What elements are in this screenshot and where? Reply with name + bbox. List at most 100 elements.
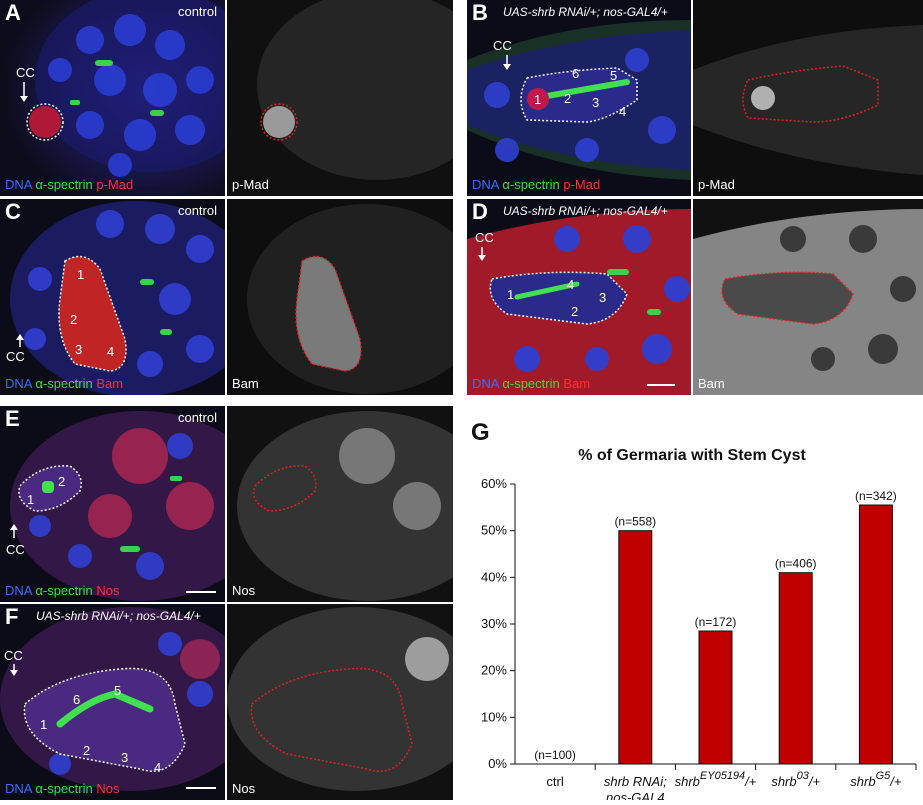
panel-e-gray: Nos (227, 406, 453, 602)
bar (698, 630, 733, 765)
panel-c-gray: Bam (227, 199, 453, 395)
cell-number: 3 (599, 290, 606, 305)
cell-number: 2 (58, 474, 65, 489)
channel-legend: DNA α-spectrin p-Mad (472, 177, 600, 192)
cell-number: 2 (83, 743, 90, 758)
cell-number: 4 (154, 760, 161, 775)
panel-b-color: 1 2 3 4 5 6 CC B UAS-shrb RNAi/+; nos-GA… (467, 0, 691, 196)
panel-c-color: 1 2 3 4 CC C control DNA α-spectrin Bam (0, 199, 225, 395)
condition-label: control (177, 410, 217, 425)
n-label: (n=406) (775, 557, 817, 571)
panel-c-color-image: 1 2 3 4 CC (0, 199, 225, 395)
gray-channel-label: p-Mad (232, 177, 269, 192)
y-tick-label: 60% (481, 476, 507, 491)
gray-channel-label: Bam (232, 376, 259, 391)
marker-label: Nos (96, 583, 120, 598)
cell-number: 3 (592, 95, 599, 110)
dna-label: DNA (5, 583, 32, 598)
y-tick-label: 20% (481, 663, 507, 678)
condition-label: control (177, 4, 217, 19)
cell-number: 4 (107, 344, 114, 359)
panel-b-gray-image (693, 0, 923, 196)
n-label: (n=172) (695, 615, 737, 629)
category-label-line2: nos-GAL4 (606, 790, 665, 800)
cell-number: 1 (40, 717, 47, 732)
cell-number: 5 (114, 683, 121, 698)
panel-a-gray-image (227, 0, 453, 196)
cc-label: CC (6, 349, 25, 364)
cc-label: CC (16, 65, 35, 80)
marker-label: p-Mad (563, 177, 601, 192)
category-label: shrb03/+ (771, 770, 820, 789)
cell-number: 6 (572, 66, 579, 81)
spectrin-label: α-spectrin (35, 177, 93, 192)
n-label: (n=100) (534, 748, 576, 762)
panel-b-color-image: 1 2 3 4 5 6 CC (467, 0, 691, 196)
panel-b-gray: p-Mad (693, 0, 923, 196)
cell-number: 3 (75, 342, 82, 357)
panel-letter: B (472, 0, 488, 25)
dna-label: DNA (5, 781, 32, 796)
marker-label: Nos (96, 781, 120, 796)
cell-number: 1 (27, 492, 34, 507)
dna-label: DNA (472, 376, 499, 391)
cell-number: 6 (73, 692, 80, 707)
cell-number: 4 (567, 277, 574, 292)
condition-label: UAS-shrb RNAi/+; nos-GAL4/+ (36, 609, 201, 623)
dna-label: DNA (5, 177, 32, 192)
panel-f-color: 1 2 3 4 5 6 CC F UAS-shrb RNAi/+; nos-GA… (0, 604, 225, 800)
panel-e-gray-image (227, 406, 453, 602)
cell-number: 2 (571, 304, 578, 319)
panel-letter: F (5, 604, 19, 629)
panel-letter: G (471, 419, 490, 446)
channel-legend: DNA α-spectrin Bam (5, 376, 123, 391)
panel-f-gray-image (227, 604, 453, 800)
dna-label: DNA (5, 376, 32, 391)
bar (618, 530, 653, 765)
y-tick-label: 0% (488, 756, 507, 771)
panel-e-color-image: 1 2 CC (0, 406, 225, 602)
cc-label: CC (493, 38, 512, 53)
n-label: (n=342) (855, 489, 897, 503)
cell-number: 1 (507, 287, 514, 302)
condition-label: control (177, 203, 217, 218)
panel-letter: D (472, 199, 488, 224)
bar (778, 572, 813, 765)
panel-d-color: 1 2 3 4 CC D UAS-shrb RNAi/+; nos-GAL4/+… (467, 199, 691, 395)
cell-number: 3 (121, 750, 128, 765)
cc-label: CC (4, 648, 23, 663)
y-tick-label: 40% (481, 569, 507, 584)
category-label: shrbEY05194/+ (675, 770, 757, 789)
cell-number: 1 (77, 267, 84, 282)
cc-label: CC (6, 542, 25, 557)
chart-plot: 0% 10% 20% 30% 40% 50% 60% (n=100) ctrl (n=558) sh… (481, 476, 917, 805)
panel-e-color: 1 2 CC E control DNA α-spectrin Nos (0, 406, 225, 602)
panel-letter: E (5, 406, 20, 431)
spectrin-label: α-spectrin (502, 177, 560, 192)
y-tick-label: 30% (481, 616, 507, 631)
panel-letter: C (5, 199, 21, 224)
spectrin-label: α-spectrin (35, 781, 93, 796)
gray-channel-label: Bam (698, 376, 725, 391)
n-label: (n=558) (614, 515, 656, 529)
panel-d-gray: Bam (693, 199, 923, 395)
spectrin-label: α-spectrin (35, 583, 93, 598)
panel-a-color: CC A control DNA α-spectrin p-Mad (0, 0, 225, 196)
marker-label: Bam (563, 376, 591, 391)
panel-a-gray: p-Mad (227, 0, 453, 196)
channel-legend: DNA α-spectrin Bam (472, 376, 590, 391)
panel-c-gray-image (227, 199, 453, 395)
marker-label: Bam (96, 376, 124, 391)
category-label: shrbG5/+ (850, 770, 902, 789)
panel-d-color-image: 1 2 3 4 CC (467, 199, 691, 395)
panel-a-color-image: CC (0, 0, 225, 196)
bar (858, 504, 893, 765)
gray-channel-label: p-Mad (698, 177, 735, 192)
channel-legend: DNA α-spectrin Nos (5, 583, 119, 598)
cc-label: CC (475, 230, 494, 245)
category-label: ctrl (546, 774, 563, 789)
panel-letter: A (5, 0, 21, 25)
stem-cyst-chart: G % of Germaria with Stem Cyst 0% 10% 20% 3… (461, 399, 923, 805)
spectrin-label: α-spectrin (35, 376, 93, 391)
chart-title: % of Germaria with Stem Cyst (578, 447, 806, 464)
